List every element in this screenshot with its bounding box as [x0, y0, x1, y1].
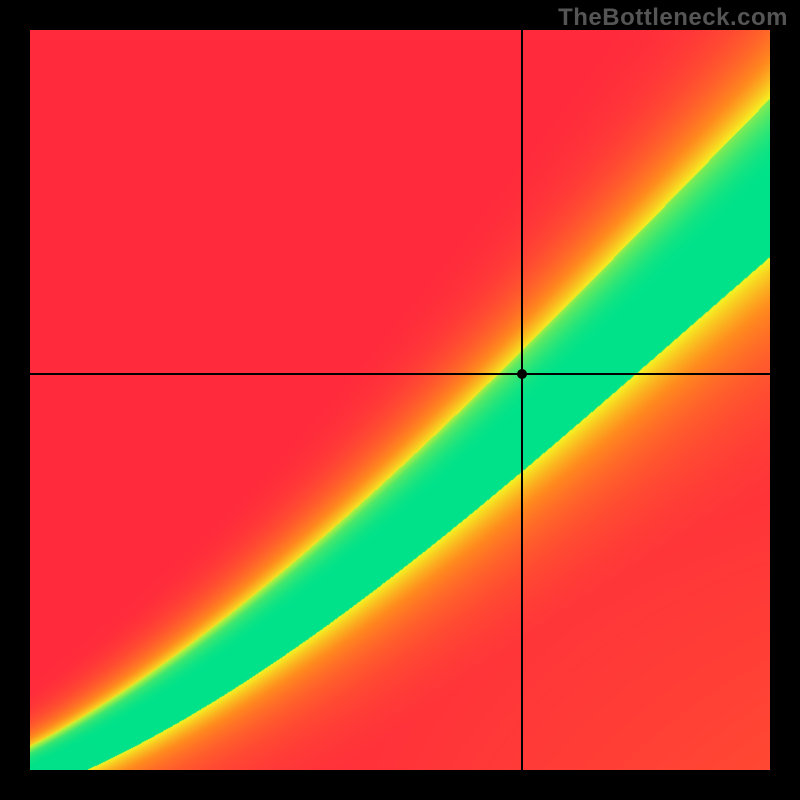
crosshair-horizontal [30, 373, 770, 375]
chart-container: TheBottleneck.com [0, 0, 800, 800]
crosshair-vertical [521, 30, 523, 770]
watermark-text: TheBottleneck.com [558, 4, 788, 32]
heatmap-canvas [30, 30, 770, 770]
crosshair-marker [517, 369, 527, 379]
plot-area [30, 30, 770, 770]
